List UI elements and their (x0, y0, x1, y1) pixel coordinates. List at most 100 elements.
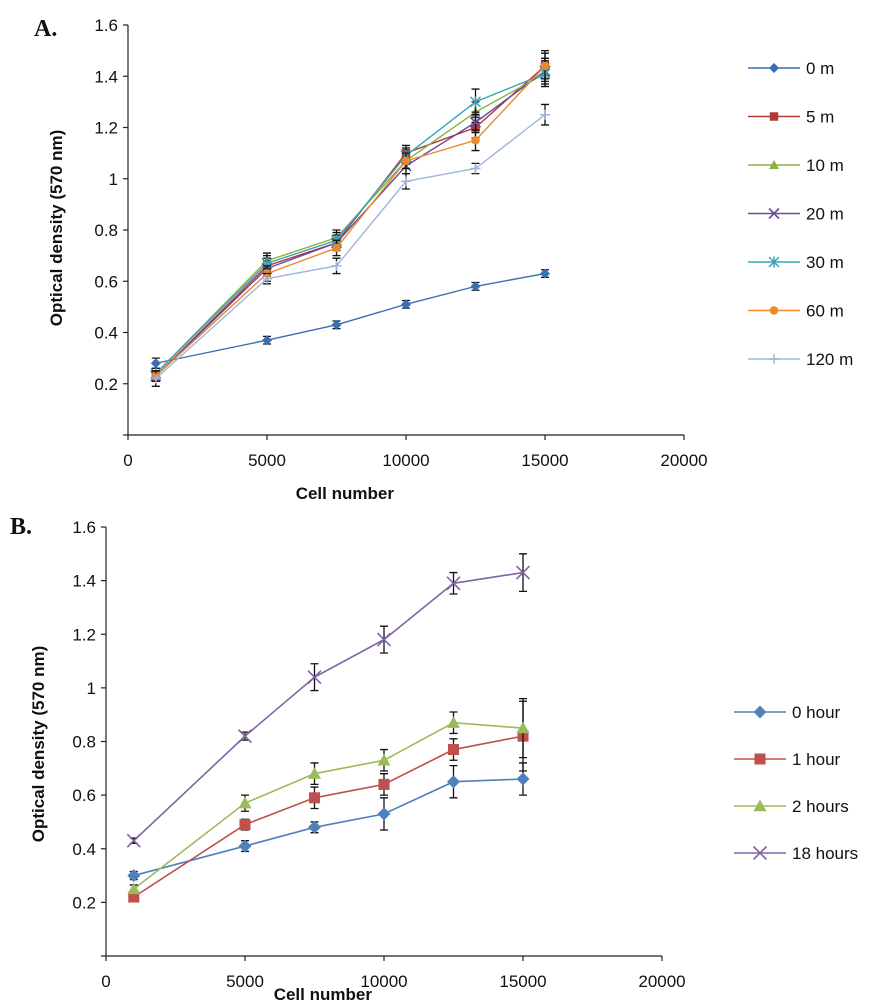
legend-entry: 2 hours (734, 797, 849, 816)
data-point (237, 729, 253, 744)
series-1-hour (128, 700, 529, 903)
series-line (155, 272, 546, 364)
legend-entry: 120 m (748, 350, 853, 369)
y-tick-label: 0.6 (94, 272, 118, 291)
x-tick-label: 5000 (248, 451, 286, 470)
data-point (128, 891, 140, 903)
y-tick-label: 0.2 (72, 893, 96, 912)
series-18-hours (126, 553, 531, 848)
y-tick-label: 1 (109, 170, 118, 189)
series-60-m (151, 52, 550, 382)
legend-label: 0 hour (792, 703, 841, 722)
series-30-m (150, 60, 551, 380)
data-point (238, 839, 252, 853)
data-point (308, 767, 321, 779)
legend-marker (754, 753, 766, 765)
data-point (401, 176, 411, 187)
series-5-m (151, 49, 550, 382)
series-0-m (150, 268, 550, 370)
y-tick-label: 1.6 (94, 16, 118, 35)
data-point (540, 268, 550, 279)
legend-marker (753, 799, 767, 812)
series-line (155, 73, 546, 374)
x-tick-label: 10000 (360, 972, 407, 991)
legend-marker (769, 112, 779, 121)
data-point (540, 109, 550, 120)
legend-label: 0 m (806, 59, 834, 78)
data-point (377, 807, 391, 821)
legend-entry: 20 m (748, 205, 844, 224)
data-point (377, 753, 391, 766)
x-tick-label: 0 (101, 972, 110, 991)
legend-label: 60 m (806, 302, 844, 321)
data-point (308, 820, 321, 834)
y-tick-label: 1 (87, 679, 96, 698)
y-axis-title: Optical density (570 nm) (47, 130, 66, 327)
legend-label: 30 m (806, 253, 844, 272)
series-2-hours (127, 697, 530, 895)
data-point (516, 772, 530, 786)
data-point (127, 882, 141, 895)
x-tick-label: 5000 (226, 972, 264, 991)
chart-panel-a: A. 0.2 0.4 0.6 0.8 1 1.2 1.4 1.6 0 5000 10000 15000 2… (34, 16, 853, 503)
data-point (516, 721, 530, 734)
data-point (331, 260, 342, 271)
data-point (469, 116, 482, 128)
data-point (376, 632, 392, 647)
legend-marker (752, 845, 768, 861)
data-point (471, 136, 480, 145)
chart-panel-b: B. 0.2 0.4 0.6 0.8 1 1.2 1.4 1.6 0 5000 10000 15000 2… (10, 514, 858, 1004)
y-tick-label: 1.2 (94, 119, 118, 138)
y-axis-title: Optical density (570 nm) (29, 646, 48, 843)
data-point (150, 358, 161, 369)
legend-label: 5 m (806, 108, 834, 127)
data-point (540, 61, 550, 71)
series-line (155, 65, 546, 377)
data-point (238, 796, 252, 809)
x-tick-label: 15000 (521, 451, 568, 470)
legend-entry: 1 hour (734, 750, 841, 769)
legend-marker (769, 306, 779, 315)
y-tick-label: 0.8 (94, 221, 118, 240)
data-point (308, 792, 321, 804)
data-point (401, 156, 411, 166)
data-point (126, 833, 141, 848)
data-point (470, 281, 481, 292)
data-point (150, 373, 161, 384)
x-tick-label: 10000 (382, 451, 429, 470)
x-axis-title: Cell number (296, 484, 395, 503)
data-point (447, 744, 460, 756)
x-tick-label: 0 (123, 451, 132, 470)
y-tick-label: 1.4 (72, 572, 96, 591)
legend-marker (768, 256, 780, 268)
legend-entry: 30 m (748, 253, 844, 272)
data-point (401, 299, 411, 310)
legend-label: 18 hours (792, 844, 858, 863)
data-point (470, 163, 481, 174)
data-point (239, 819, 251, 831)
series-line (133, 735, 524, 898)
data-point (446, 576, 461, 591)
series-line (133, 571, 524, 842)
data-point (262, 273, 272, 284)
legend-entry: 0 m (748, 59, 834, 78)
legend-label: 2 hours (792, 797, 849, 816)
legend-label: 1 hour (792, 750, 841, 769)
x-tick-label: 15000 (499, 972, 546, 991)
data-point (332, 243, 341, 253)
data-point (469, 96, 482, 108)
legend-marker (753, 705, 767, 719)
series-line (133, 721, 524, 890)
y-tick-label: 0.8 (72, 733, 96, 752)
data-point (378, 778, 390, 790)
y-tick-label: 1.2 (72, 625, 96, 644)
legend-entry: 60 m (748, 302, 844, 321)
y-tick-label: 0.6 (72, 786, 96, 805)
x-axis-title: Cell number (274, 985, 373, 1004)
data-point (447, 775, 460, 789)
data-point (331, 319, 342, 330)
y-tick-label: 0.4 (94, 324, 118, 343)
series-line (133, 778, 524, 877)
x-tick-label: 20000 (660, 451, 707, 470)
y-tick-label: 1.6 (72, 518, 96, 537)
